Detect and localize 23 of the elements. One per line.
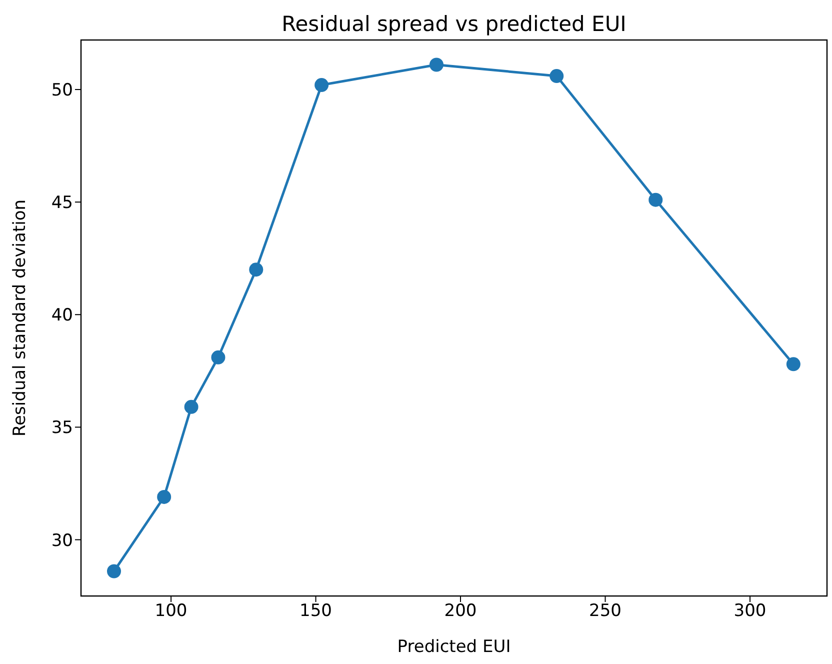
y-tick-label: 45 bbox=[51, 193, 73, 214]
point bbox=[157, 490, 172, 504]
point bbox=[249, 262, 264, 277]
point bbox=[211, 350, 226, 364]
point bbox=[550, 69, 564, 84]
point bbox=[184, 400, 198, 414]
x-tick-label: 150 bbox=[300, 601, 332, 622]
y-axis-title: Residual standard deviation bbox=[10, 199, 30, 437]
x-tick-label: 200 bbox=[444, 601, 477, 622]
point bbox=[107, 564, 121, 578]
y-tick-label: 40 bbox=[51, 306, 73, 326]
y-tick-label: 35 bbox=[51, 418, 73, 438]
x-tick-label: 300 bbox=[734, 601, 766, 622]
chart-title: Residual spread vs predicted EUI bbox=[280, 12, 628, 36]
x-tick-label: 100 bbox=[154, 601, 188, 622]
x-tick-label: 250 bbox=[589, 601, 622, 622]
point bbox=[786, 357, 800, 372]
y-tick-label: 50 bbox=[51, 80, 73, 101]
point bbox=[429, 58, 444, 72]
point bbox=[648, 192, 663, 207]
y-tick-label: 30 bbox=[51, 530, 73, 551]
point bbox=[314, 78, 329, 92]
x-axis-title: Predicted EUI bbox=[397, 637, 511, 657]
